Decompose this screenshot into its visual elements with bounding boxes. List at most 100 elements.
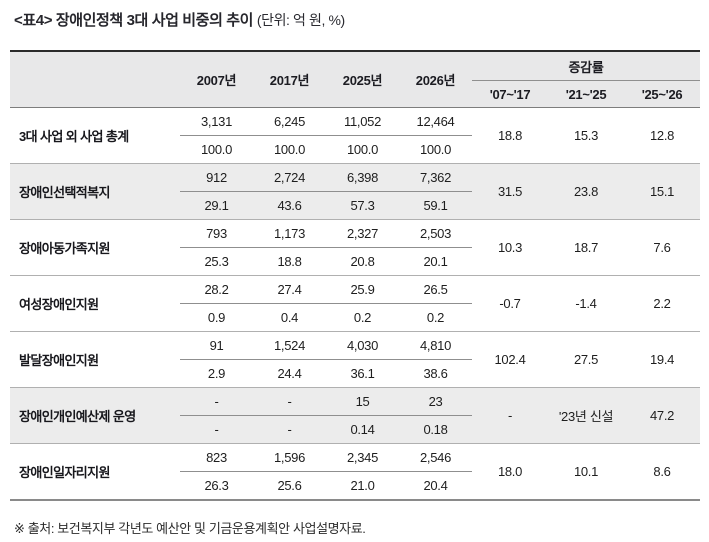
amount-cell: 3,131 (180, 107, 253, 136)
column-header-growth-07-17: '07~'17 (472, 80, 548, 108)
share-cell: 0.18 (399, 415, 472, 444)
row-label: 여성장애인지원 (10, 275, 180, 332)
column-header-2017: 2017년 (253, 51, 326, 108)
column-header-growth-rate: 증감률 (472, 51, 701, 81)
table-row-values: 발달장애인지원 91 1,524 4,030 4,810 102.4 27.5 19.4 (10, 331, 701, 388)
table-header: 2007년 2017년 2025년 2026년 증감률 '07~'17 '21~… (10, 51, 701, 108)
row-label: 장애인일자리지원 (10, 443, 180, 501)
share-cell: 0.2 (399, 303, 472, 332)
share-cell: 20.1 (399, 247, 472, 276)
share-cell: 18.8 (253, 247, 326, 276)
source-note: ※ 출처: 보건복지부 각년도 예산안 및 기금운용계획안 사업설명자료. (14, 521, 366, 536)
amount-cell: - (253, 387, 326, 416)
corner-cell (10, 51, 180, 108)
amount-cell: 2,546 (399, 443, 472, 472)
share-cell: 21.0 (326, 471, 399, 501)
amount-cell: 11,052 (326, 107, 399, 136)
growth-rate-cell: 18.0 (472, 443, 548, 501)
amount-cell: 7,362 (399, 163, 472, 192)
share-cell: 36.1 (326, 359, 399, 388)
growth-rate-cell: 10.3 (472, 219, 548, 276)
table-body: 3대 사업 외 사업 총계 3,131 6,245 11,052 12,464 18.8 1… (10, 107, 701, 501)
growth-rate-cell: 18.7 (548, 219, 624, 276)
amount-cell: 28.2 (180, 275, 253, 304)
row-label: 장애인개인예산제 운영 (10, 387, 180, 444)
table-row-shares: 29.1 43.6 57.3 59.1 (10, 191, 700, 220)
share-cell: 38.6 (399, 359, 472, 388)
amount-cell: 6,245 (253, 107, 326, 136)
row-label: 3대 사업 외 사업 총계 (10, 107, 180, 164)
growth-rate-cell: '23년 신설 (548, 387, 624, 444)
growth-rate-cell: 7.6 (624, 219, 701, 276)
share-cell: 0.4 (253, 303, 326, 332)
share-cell: 26.3 (180, 471, 253, 501)
amount-cell: 26.5 (399, 275, 472, 304)
amount-cell: 2,724 (253, 163, 326, 192)
growth-rate-cell: -1.4 (548, 275, 624, 332)
growth-rate-cell: 31.5 (472, 163, 548, 220)
amount-cell: 12,464 (399, 107, 472, 136)
amount-cell: 4,810 (399, 331, 472, 360)
column-header-growth-25-26: '25~'26 (624, 80, 701, 108)
share-cell: 0.14 (326, 415, 399, 444)
share-cell: - (253, 415, 326, 444)
table-row-values: 장애인일자리지원 823 1,596 2,345 2,546 18.0 10.1 8.6 (10, 443, 701, 501)
share-cell: 100.0 (253, 135, 326, 164)
table-title-text: <표4> 장애인정책 3대 사업 비중의 추이 (14, 12, 254, 29)
share-cell: 100.0 (326, 135, 399, 164)
amount-cell: 4,030 (326, 331, 399, 360)
share-cell: - (180, 415, 253, 444)
row-label: 장애인선택적복지 (10, 163, 180, 220)
growth-rate-cell: 18.8 (472, 107, 548, 164)
column-header-growth-21-25: '21~'25 (548, 80, 624, 108)
amount-cell: 2,503 (399, 219, 472, 248)
share-cell: 100.0 (180, 135, 253, 164)
amount-cell: 1,173 (253, 219, 326, 248)
share-cell: 24.4 (253, 359, 326, 388)
row-label: 장애아동가족지원 (10, 219, 180, 276)
table-row-shares: - -0.14 0.18 (10, 415, 700, 444)
budget-share-table: 2007년 2017년 2025년 2026년 증감률 '07~'17 '21~… (10, 50, 701, 501)
growth-rate-cell: 10.1 (548, 443, 624, 501)
growth-rate-cell: 8.6 (624, 443, 701, 501)
share-cell: 2.9 (180, 359, 253, 388)
amount-cell: 15 (326, 387, 399, 416)
growth-rate-cell: 19.4 (624, 331, 701, 388)
amount-cell: 1,596 (253, 443, 326, 472)
amount-cell: 2,345 (326, 443, 399, 472)
amount-cell: 912 (180, 163, 253, 192)
table-row-values: 장애인개인예산제 운영 - -15 23- '23년 신설 47.2 (10, 387, 701, 444)
amount-cell: - (180, 387, 253, 416)
table-row-values: 3대 사업 외 사업 총계 3,131 6,245 11,052 12,464 18.8 1… (10, 107, 701, 164)
share-cell: 25.3 (180, 247, 253, 276)
share-cell: 29.1 (180, 191, 253, 220)
amount-cell: 91 (180, 331, 253, 360)
share-cell: 0.9 (180, 303, 253, 332)
share-cell: 20.4 (399, 471, 472, 501)
column-header-2007: 2007년 (180, 51, 253, 108)
growth-rate-cell: 2.2 (624, 275, 701, 332)
share-cell: 25.6 (253, 471, 326, 501)
table-unit-note: (단위: 억 원, %) (256, 12, 345, 28)
growth-rate-cell: 12.8 (624, 107, 701, 164)
amount-cell: 2,327 (326, 219, 399, 248)
table-row-values: 여성장애인지원 28.2 27.4 25.9 26.5 -0.7 -1.4 2.2 (10, 275, 701, 332)
table-row-shares: 2.9 24.4 36.1 38.6 (10, 359, 700, 388)
amount-cell: 23 (399, 387, 472, 416)
share-cell: 100.0 (399, 135, 472, 164)
share-cell: 57.3 (326, 191, 399, 220)
share-cell: 20.8 (326, 247, 399, 276)
growth-rate-cell: - (472, 387, 548, 444)
share-cell: 43.6 (253, 191, 326, 220)
growth-rate-cell: 27.5 (548, 331, 624, 388)
table-row-values: 장애인선택적복지 912 2,724 6,398 7,362 31.5 23.8 15.1 (10, 163, 701, 220)
table-row-shares: 25.3 18.8 20.8 20.1 (10, 247, 700, 276)
table-title: <표4> 장애인정책 3대 사업 비중의 추이 (단위: 억 원, %) (14, 9, 709, 30)
growth-rate-cell: 15.3 (548, 107, 624, 164)
table-row-shares: 100.0 100.0 100.0 100.0 (10, 135, 700, 164)
growth-rate-cell: 23.8 (548, 163, 624, 220)
row-label: 발달장애인지원 (10, 331, 180, 388)
share-cell: 59.1 (399, 191, 472, 220)
growth-rate-cell: -0.7 (472, 275, 548, 332)
amount-cell: 823 (180, 443, 253, 472)
